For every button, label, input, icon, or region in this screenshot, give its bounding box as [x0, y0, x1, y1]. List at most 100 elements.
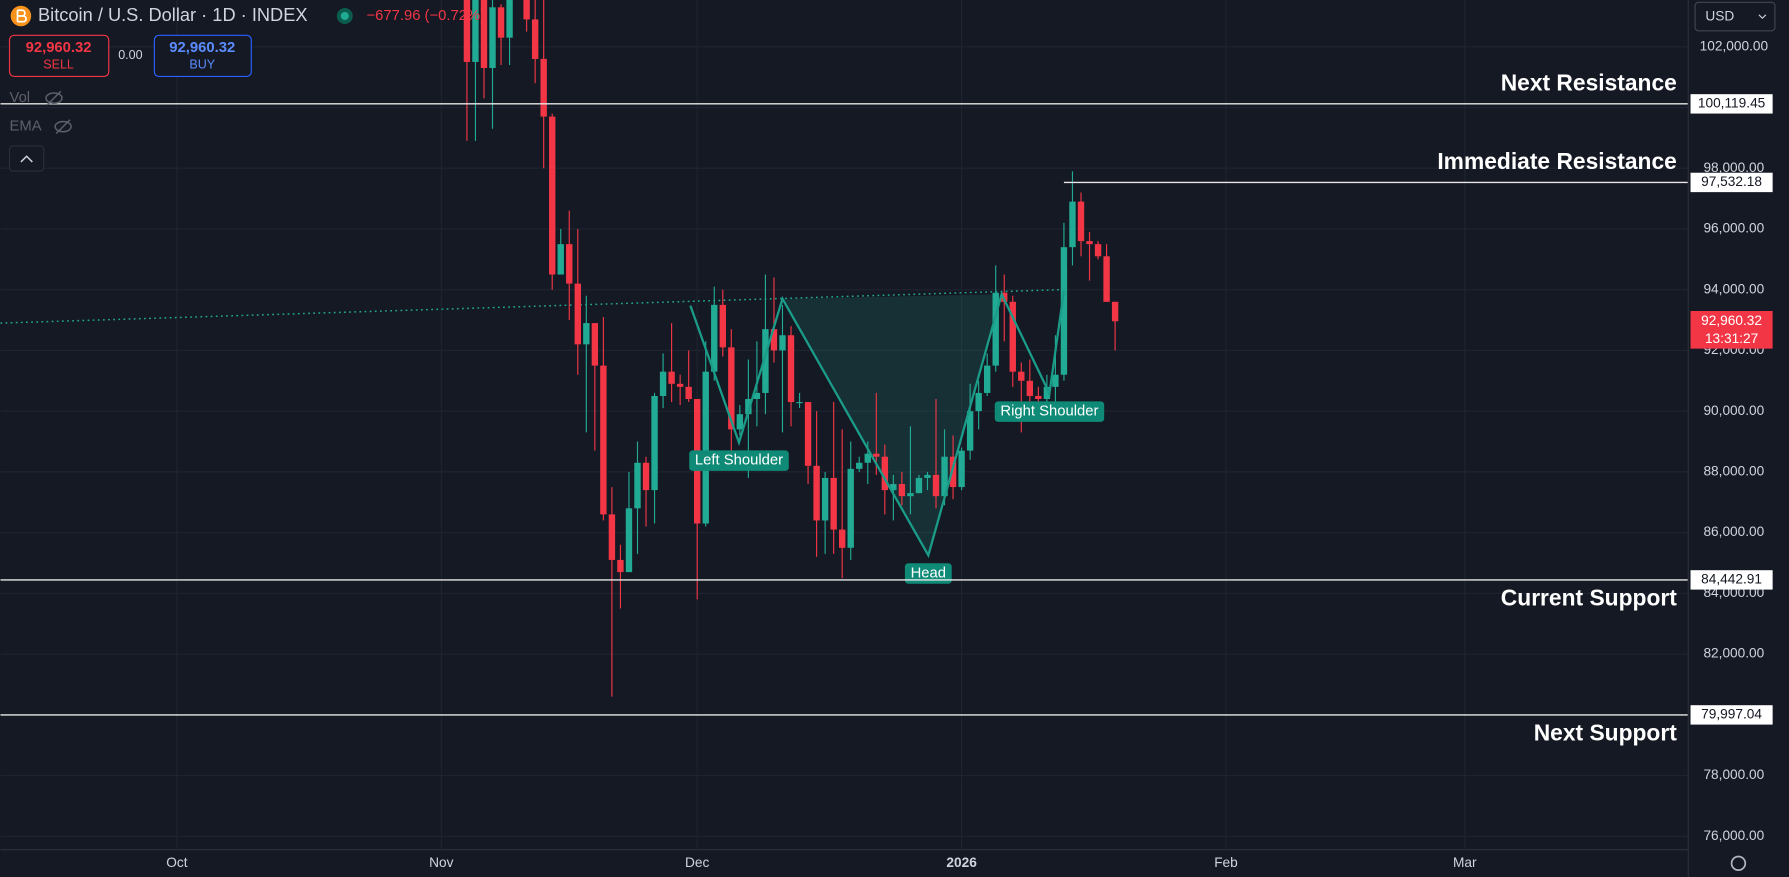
candle-body [617, 559, 624, 573]
candle-body [753, 392, 761, 400]
pattern-label: Right Shoulder [1000, 404, 1098, 420]
candle-body [813, 465, 820, 521]
candle-body [941, 456, 948, 497]
candle-body [1043, 386, 1051, 400]
candle-body [676, 383, 684, 387]
candle-body [975, 392, 982, 412]
candle-body [608, 514, 616, 560]
candle-body [736, 414, 744, 430]
last-price: 92,960.32 [1701, 313, 1762, 328]
x-tick-label: Oct [166, 855, 187, 870]
candle-body [992, 292, 999, 366]
candle-body [779, 335, 786, 351]
collapse-button[interactable] [8, 145, 45, 172]
candle-body [1111, 301, 1119, 322]
pattern-label: Left Shoulder [695, 453, 783, 469]
candle-body [1018, 371, 1025, 381]
candle-body [804, 402, 812, 466]
candle-body [651, 395, 658, 491]
candle-body [1026, 380, 1034, 396]
bitcoin-glyph [16, 9, 27, 23]
candle-body [745, 399, 752, 415]
y-tick-label: 98,000.00 [1703, 160, 1764, 175]
level-name: Next Support [1534, 719, 1678, 745]
candle-body [1103, 256, 1110, 302]
ema-indicator[interactable]: EMA [10, 119, 42, 135]
x-tick-label: Nov [429, 855, 453, 870]
symbol-title: Bitcoin / U.S. Dollar · 1D · INDEX [38, 4, 308, 25]
candle-body [1035, 395, 1042, 400]
candle-body [787, 335, 795, 403]
candle-body [847, 468, 854, 548]
level-name: Current Support [1501, 584, 1677, 610]
chevron [1758, 14, 1767, 20]
candle-body [659, 371, 667, 396]
candle-body [856, 462, 863, 469]
candle-body [497, 7, 505, 38]
candle-body [711, 304, 718, 372]
candle-body [523, 0, 530, 20]
hidden-icon[interactable] [45, 90, 72, 134]
y-tick-label: 102,000.00 [1700, 38, 1769, 53]
level-price: 79,997.04 [1701, 707, 1762, 722]
level-name: Immediate Resistance [1437, 148, 1676, 174]
candle-body [762, 329, 769, 393]
candle-body [1009, 301, 1016, 372]
y-tick-label: 94,000.00 [1703, 281, 1764, 296]
candle-body [770, 329, 778, 351]
price-change: −677.96 (−0.72%) [366, 8, 485, 24]
y-tick-label: 86,000.00 [1703, 524, 1764, 539]
plot: Left Shoulder Head Right Shoulder [0, 0, 1689, 716]
level-price-box [1690, 570, 1773, 590]
candle-body [463, 0, 471, 62]
level-price-box [1690, 94, 1773, 114]
vol-indicator[interactable]: Vol [10, 90, 31, 106]
candle-body [600, 365, 607, 515]
buy-button[interactable] [153, 34, 252, 77]
candle-body [557, 244, 564, 275]
pattern-label: Head [911, 566, 946, 582]
level-price-box [1690, 705, 1773, 725]
y-tick-label: 82,000.00 [1703, 646, 1764, 661]
currency-select[interactable] [1694, 1, 1776, 32]
status-dot-inner [340, 11, 349, 20]
candle-body [924, 474, 931, 478]
candle-body [591, 323, 599, 366]
candle-body [668, 371, 675, 384]
candle-body [1052, 374, 1059, 387]
candle-body [480, 0, 488, 69]
candle-body [983, 365, 991, 393]
level-price: 97,532.18 [1701, 174, 1762, 189]
level-name: Next Resistance [1501, 69, 1677, 95]
candle-body [958, 450, 965, 488]
currency-label: USD [1705, 9, 1734, 24]
candle-body [898, 484, 906, 497]
candle-body [728, 347, 735, 430]
candle-body [625, 508, 633, 573]
header: Bitcoin / U.S. Dollar · 1D · INDEX −677.… [8, 1, 1776, 872]
candle-body [915, 477, 923, 494]
pattern-label-box [994, 401, 1105, 422]
candle-body [838, 529, 846, 548]
candle-body [506, 0, 513, 38]
level-price: 100,119.45 [1698, 95, 1766, 110]
buy-price: 92,960.32 [169, 40, 235, 56]
level-price: 84,442.91 [1701, 572, 1762, 587]
candle-body [890, 484, 897, 491]
candle-body [702, 371, 709, 524]
candle-body [1077, 201, 1085, 242]
candle-body [719, 304, 726, 348]
candle-body [873, 453, 880, 457]
candle-body [1086, 241, 1093, 245]
settings-icon[interactable] [1730, 855, 1747, 872]
y-tick-label: 76,000.00 [1703, 828, 1764, 843]
candle-body [1069, 201, 1076, 248]
sell-button[interactable] [8, 34, 110, 77]
candle-body [907, 493, 914, 497]
chevron [20, 155, 33, 163]
candle-body [642, 462, 650, 491]
